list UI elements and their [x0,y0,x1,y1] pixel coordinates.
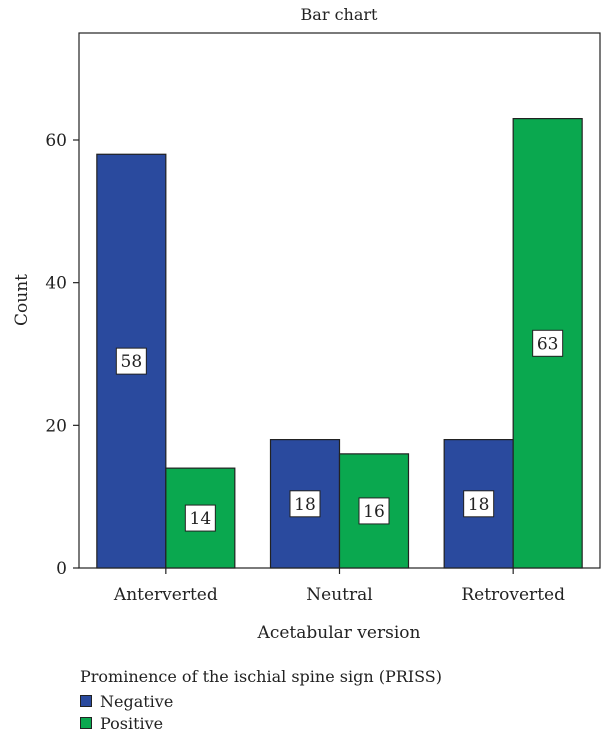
legend-item-negative: Negative [80,690,442,712]
data-label-box [463,490,495,518]
y-axis-title: Count [12,274,32,326]
y-tick-label: 20 [45,416,67,436]
x-tick-label: Retroverted [461,585,565,605]
legend-label-negative: Negative [100,691,174,711]
data-label: 16 [363,502,385,522]
data-label-box [289,490,321,518]
legend-title: Prominence of the ischial spine sign (PR… [80,667,442,686]
data-label: 18 [294,495,316,515]
data-label: 63 [537,334,559,354]
data-label: 18 [468,495,490,515]
y-tick-label: 0 [56,559,67,579]
legend-swatch-positive [80,717,92,729]
legend: Prominence of the ischial spine sign (PR… [80,667,442,734]
data-label-box [532,329,564,357]
legend-swatch-negative [80,695,92,707]
legend-item-positive: Positive [80,712,442,734]
x-axis-title: Acetabular version [257,623,421,643]
data-label: 58 [121,352,143,372]
y-tick-label: 60 [45,131,67,151]
y-tick-label: 40 [45,274,67,294]
bar-chart: Bar chart 58 14 18 16 18 63 0 20 40 60 Antervert… [12,5,601,643]
data-label-box [358,497,390,525]
x-tick-label: Neutral [306,585,372,605]
chart-title: Bar chart [301,5,378,24]
legend-label-positive: Positive [100,713,164,733]
data-label: 14 [190,509,212,529]
x-tick-label: Anterverted [113,585,218,605]
data-label-box [115,347,147,375]
data-label-box [184,504,216,532]
bar-negative-anterverted [96,153,167,569]
